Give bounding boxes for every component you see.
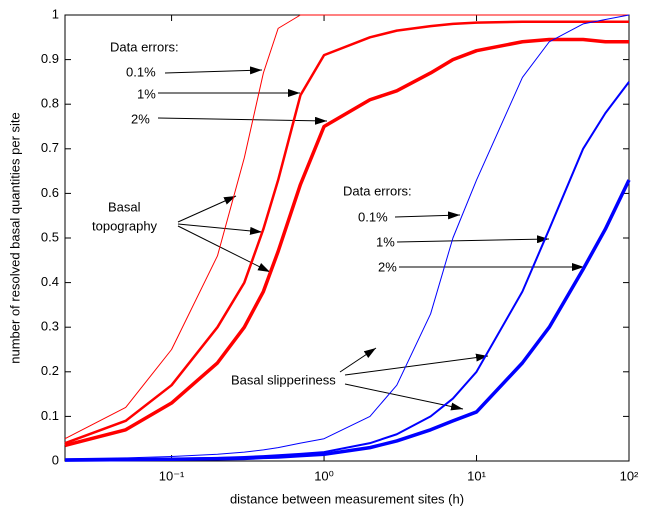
series-line — [64, 179, 631, 462]
arrow — [157, 116, 328, 125]
x-tick-label: 10⁻¹ — [159, 468, 185, 483]
annotation-group: Basal slipperiness — [231, 372, 336, 387]
arrow — [177, 195, 237, 223]
annotation-arrows — [157, 66, 584, 411]
annotation-label: 1% — [376, 234, 395, 249]
series-line — [64, 37, 629, 448]
y-tick-label: 0.7 — [41, 140, 59, 155]
annotation-group: Basal — [108, 199, 141, 214]
arrow — [177, 225, 271, 273]
y-tick-label: 0.5 — [41, 229, 59, 244]
x-tick-label: 10⁰ — [314, 468, 334, 483]
x-tick-label: 10² — [620, 468, 639, 483]
annotation-heading: Data errors: — [343, 183, 412, 198]
annotation-label: 1% — [137, 86, 156, 101]
series-line — [64, 14, 629, 440]
arrow — [177, 223, 263, 235]
y-tick-label: 0.3 — [41, 319, 59, 334]
y-axis-label: number of resolved basal quantities per … — [7, 112, 22, 363]
y-tick-label: 0.9 — [41, 51, 59, 66]
y-tick-label: 1 — [52, 6, 59, 21]
annotation-label: 0.1% — [358, 209, 388, 224]
y-tick-label: 0.1 — [41, 408, 59, 423]
arrow — [344, 353, 489, 376]
arrow — [396, 235, 550, 244]
plot-frame — [64, 14, 630, 462]
y-tick-label: 0.4 — [41, 274, 59, 289]
y-tick-label: 0.2 — [41, 363, 59, 378]
y-tick-label: 0.6 — [41, 185, 59, 200]
series-line — [64, 20, 629, 445]
y-tick-label: 0 — [52, 452, 59, 467]
annotation-label: 2% — [131, 111, 150, 126]
annotation-label: 0.1% — [126, 64, 156, 79]
series-line — [64, 14, 630, 460]
x-axis-label: distance between measurement sites (h) — [230, 491, 464, 506]
arrow — [339, 347, 377, 373]
annotation-heading: Data errors: — [110, 39, 179, 54]
arrow — [344, 383, 464, 411]
y-tick-label: 0.8 — [41, 96, 59, 111]
x-tick-label: 10¹ — [467, 468, 486, 483]
arrow — [164, 66, 263, 75]
annotation-group: topography — [92, 218, 158, 233]
annotation-label: 2% — [378, 259, 397, 274]
arrow — [394, 211, 461, 220]
